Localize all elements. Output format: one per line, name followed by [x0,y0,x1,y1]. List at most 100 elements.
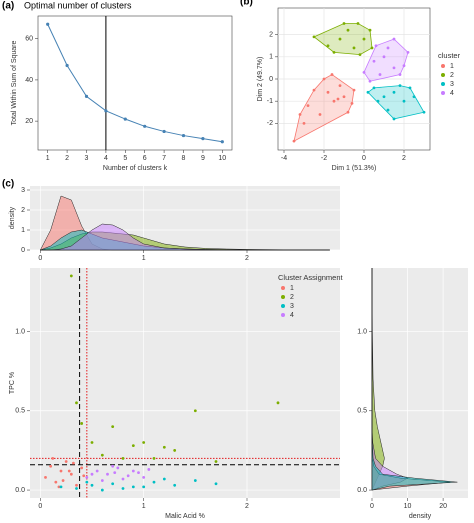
point [214,460,218,463]
x-tick-label: 10 [218,155,226,162]
point [214,482,218,486]
point [82,474,86,478]
legend-swatch [441,64,445,68]
point [90,472,94,476]
x-tick-label: 2 [402,155,406,162]
y-axis-label: Dim 2 (49.7%) [257,57,264,102]
x-axis-label: Dim 1 (51.3%) [332,165,377,172]
point [398,73,402,76]
x-axis-label: Number of clusters k [103,165,168,172]
legend-label: 2 [290,294,294,301]
legend-label: 2 [450,72,454,79]
y-tick-label: 0.5 [357,408,367,415]
point [100,488,104,492]
point [51,456,55,460]
point [342,22,346,25]
point [306,104,310,108]
density-area [371,268,458,491]
x-axis-label: Malic Acid % [165,513,205,520]
panel-label: (c) [2,179,14,190]
point [336,97,340,101]
y-tick-label: 0.5 [15,408,25,415]
point [312,35,316,39]
point [352,46,356,50]
point [382,55,386,59]
point [104,109,108,113]
point [162,445,166,449]
point [318,113,322,116]
point [80,422,84,425]
point [121,456,125,460]
point [57,485,61,489]
cluster-hull [363,38,409,82]
legend-label: 1 [450,63,454,70]
point [147,468,151,471]
point [338,84,342,88]
point [292,139,296,143]
x-tick-label: 1 [142,255,146,262]
point [372,86,376,90]
x-tick-label: 0 [38,503,42,510]
point [352,88,356,92]
y-tick-label: 0 [269,76,273,83]
point [332,50,336,54]
point [378,73,382,76]
point [362,37,366,41]
point [162,129,166,134]
x-tick-label: 3 [85,155,89,162]
point [46,22,50,26]
point [111,425,115,429]
line [47,24,223,143]
point [362,70,366,74]
point [75,401,78,405]
point [173,449,177,452]
x-tick-label: 2 [245,503,249,510]
point [162,477,166,481]
y-tick-label: 0.0 [357,487,367,494]
point [392,66,396,70]
point [142,485,146,489]
y-axis-label: density [9,206,16,229]
point [368,79,372,83]
point [350,102,354,105]
plot-background [30,268,340,498]
y-tick-label: 40 [25,77,33,84]
point [54,480,58,484]
y-tick-label: 2 [269,31,273,38]
point [113,471,117,475]
y-tick-label: 60 [25,36,33,43]
y-tick-label: 20 [25,118,33,125]
point [382,95,386,99]
point [392,37,396,41]
point [276,401,280,405]
x-tick-label: 7 [162,155,166,162]
y-axis-label: Total Within Sum of Square [11,40,18,125]
point [326,44,330,48]
point [100,453,104,457]
point [181,133,186,138]
x-tick-label: 6 [143,155,147,162]
x-tick-label: 0 [38,255,42,262]
point [85,480,89,484]
legend-label: 3 [450,81,454,88]
y-axis-label: TPC % [9,372,16,394]
point [330,73,334,76]
y-tick-label: 0 [21,247,25,254]
point [392,90,396,94]
point [342,95,346,99]
point [173,483,177,487]
y-tick-label: -1 [267,98,273,105]
point [126,474,130,478]
y-tick-label: 1.0 [357,328,367,335]
chart-title: Optimal number of clusters [24,0,132,10]
point [374,44,378,48]
point [386,108,390,112]
legend-label: 3 [290,303,294,310]
x-tick-label: 4 [104,155,108,162]
x-tick-label: 8 [182,155,186,162]
point [143,124,147,128]
density-area [40,223,330,251]
point [322,77,326,81]
x-tick-label: 2 [65,155,69,162]
legend-swatch [281,313,285,317]
